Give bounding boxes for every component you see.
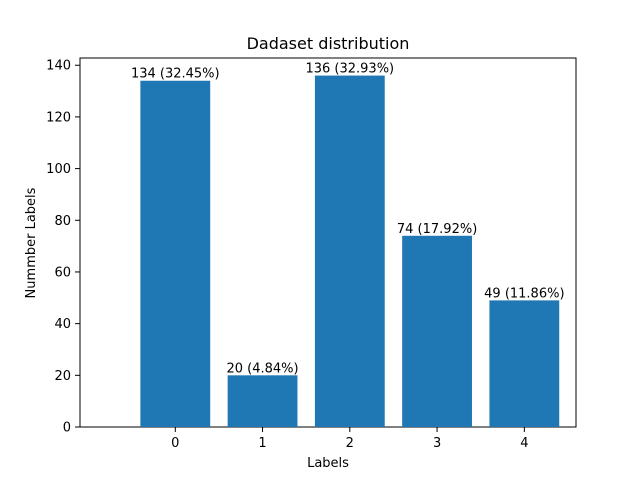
x-axis: 0 1 2 3 4 — [171, 427, 528, 451]
data-labels: 134 (32.45%) 20 (4.84%) 136 (32.93%) 74 (17… — [131, 62, 565, 377]
y-axis: 0 20 40 60 80 100 120 140 — [46, 59, 80, 436]
y-tick-label-100: 100 — [46, 162, 71, 177]
bar-2 — [314, 75, 385, 428]
bar-0 — [140, 80, 211, 427]
data-label-2: 136 (32.93%) — [305, 62, 394, 77]
y-axis-label: Nummber Labels — [24, 187, 39, 298]
chart-title: Dadaset distribution — [247, 34, 410, 53]
data-label-0: 134 (32.45%) — [131, 67, 220, 82]
bar-1 — [227, 375, 298, 427]
y-tick-label-20: 20 — [54, 369, 71, 384]
bar-3 — [402, 235, 472, 427]
x-tick-label-1: 1 — [258, 436, 266, 451]
x-tick-label-3: 3 — [433, 436, 441, 451]
x-tick-label-0: 0 — [171, 436, 179, 451]
y-tick-label-60: 60 — [54, 265, 71, 280]
bar-4 — [489, 300, 560, 427]
data-label-4: 49 (11.86%) — [484, 286, 564, 301]
bars — [140, 75, 560, 428]
y-tick-label-140: 140 — [46, 59, 71, 74]
x-axis-label: Labels — [307, 456, 349, 471]
y-tick-label-120: 120 — [46, 110, 71, 125]
y-tick-label-40: 40 — [54, 317, 71, 332]
x-tick-label-2: 2 — [346, 436, 354, 451]
y-tick-label-80: 80 — [54, 214, 71, 229]
y-tick-label-0: 0 — [63, 421, 71, 436]
data-label-1: 20 (4.84%) — [226, 361, 298, 376]
x-tick-label-4: 4 — [520, 436, 528, 451]
data-label-3: 74 (17.92%) — [397, 222, 477, 237]
